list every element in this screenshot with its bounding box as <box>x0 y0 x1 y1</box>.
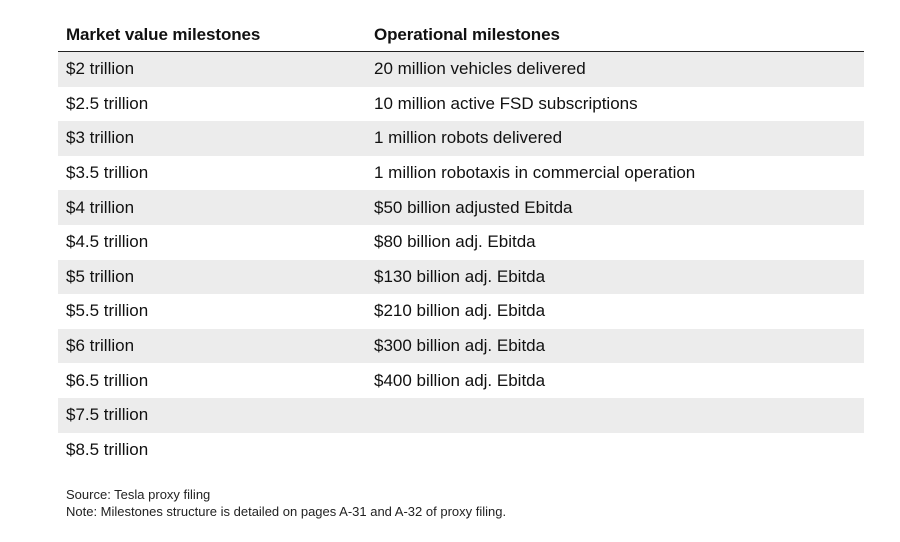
table-row: $8.5 trillion <box>58 432 864 468</box>
table-row: $4.5 trillion $80 billion adj. Ebitda <box>58 224 864 260</box>
operational-cell: $80 billion adj. Ebitda <box>374 232 536 252</box>
header-operational: Operational milestones <box>374 24 560 44</box>
table-header: Market value milestones Operational mile… <box>58 18 864 52</box>
table-body: $2 trillion 20 million vehicles delivere… <box>58 52 864 468</box>
table-row: $3.5 trillion 1 million robotaxis in com… <box>58 155 864 191</box>
market-value-cell: $3.5 trillion <box>66 163 149 183</box>
table-row: $5 trillion $130 billion adj. Ebitda <box>58 259 864 295</box>
market-value-cell: $8.5 trillion <box>66 439 149 459</box>
table-row: $2 trillion 20 million vehicles delivere… <box>58 52 864 87</box>
market-value-cell: $5 trillion <box>66 266 135 286</box>
structure-note: Note: Milestones structure is detailed o… <box>66 504 507 519</box>
operational-cell: 1 million robots delivered <box>374 128 563 148</box>
operational-cell: $300 billion adj. Ebitda <box>374 336 546 356</box>
table-row: $6 trillion $300 billion adj. Ebitda <box>58 328 864 364</box>
operational-cell: $400 billion adj. Ebitda <box>374 370 546 390</box>
market-value-cell: $7.5 trillion <box>66 405 149 425</box>
table-row: $2.5 trillion 10 million active FSD subs… <box>58 86 864 122</box>
table-row: $3 trillion 1 million robots delivered <box>58 121 864 156</box>
operational-cell: 10 million active FSD subscriptions <box>374 93 638 113</box>
operational-cell: $130 billion adj. Ebitda <box>374 266 546 286</box>
market-value-cell: $5.5 trillion <box>66 301 149 321</box>
table-row: $5.5 trillion $210 billion adj. Ebitda <box>58 294 864 329</box>
operational-cell: $210 billion adj. Ebitda <box>374 301 546 321</box>
milestones-table: Market value milestones Operational mile… <box>58 18 864 468</box>
market-value-cell: $6 trillion <box>66 336 135 356</box>
source-note: Source: Tesla proxy filing <box>66 487 211 502</box>
market-value-cell: $2 trillion <box>66 59 135 79</box>
table-row: $4 trillion $50 billion adjusted Ebitda <box>58 190 864 225</box>
table-row: $7.5 trillion <box>58 397 864 433</box>
market-value-cell: $3 trillion <box>66 128 135 148</box>
market-value-cell: $4.5 trillion <box>66 232 149 252</box>
operational-cell: 1 million robotaxis in commercial operat… <box>374 163 696 183</box>
header-market-value: Market value milestones <box>66 24 261 44</box>
market-value-cell: $2.5 trillion <box>66 93 149 113</box>
operational-cell: 20 million vehicles delivered <box>374 59 586 79</box>
table-row: $6.5 trillion $400 billion adj. Ebitda <box>58 363 864 398</box>
table-footer: Source: Tesla proxy filing Note: Milesto… <box>66 486 506 520</box>
market-value-cell: $4 trillion <box>66 197 135 217</box>
operational-cell: $50 billion adjusted Ebitda <box>374 197 573 217</box>
market-value-cell: $6.5 trillion <box>66 370 149 390</box>
